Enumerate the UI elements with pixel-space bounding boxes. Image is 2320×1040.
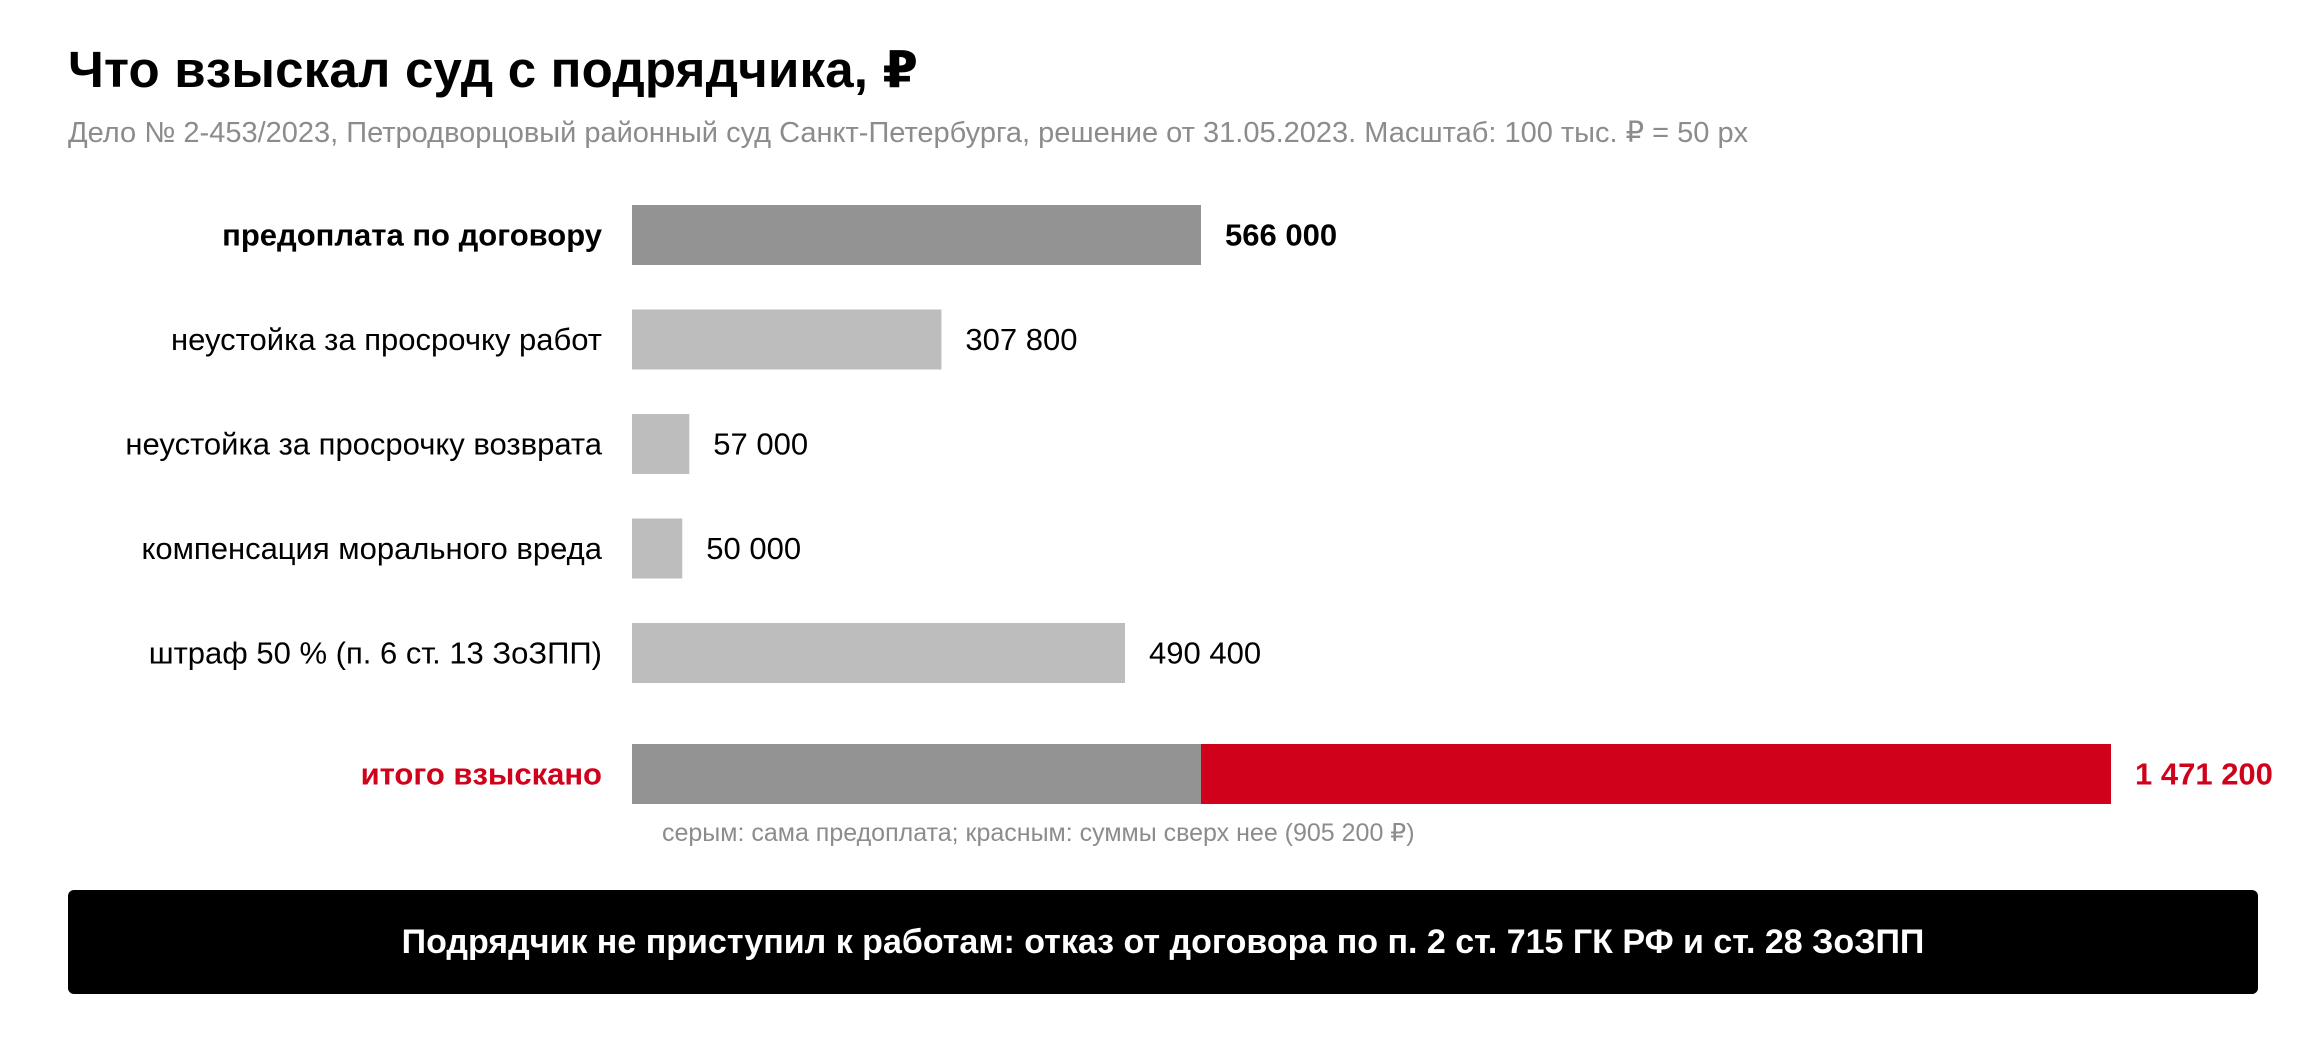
- value-label: 50 000: [706, 531, 801, 566]
- total-bar-extra-segment: [1201, 744, 2111, 804]
- summary-banner-text: Подрядчик не приступил к работам: отказ …: [401, 922, 1925, 961]
- bar: [632, 414, 690, 474]
- value-label: 307 800: [965, 322, 1077, 357]
- value-label: 566 000: [1225, 218, 1337, 253]
- category-label: штраф 50 % (п. 6 ст. 13 ЗоЗПП): [149, 636, 602, 671]
- bar: [632, 623, 1125, 683]
- chart-subtitle: Дело № 2-453/2023, Петродворцовый районн…: [68, 117, 1749, 149]
- category-label: неустойка за просрочку работ: [171, 322, 602, 357]
- total-bar-prepayment-segment: [632, 744, 1202, 804]
- bar: [632, 518, 683, 579]
- bar-chart: предоплата по договору 566 000 неустойка з…: [125, 205, 2273, 804]
- total-label: итого взыскано: [361, 757, 602, 792]
- value-label: 57 000: [713, 427, 808, 462]
- summary-banner: Подрядчик не приступил к работам: отказ …: [68, 890, 2258, 994]
- category-label: компенсация морального вреда: [141, 531, 602, 566]
- chart-note: серым: сама предоплата; красным: суммы с…: [662, 819, 1415, 847]
- category-label: предоплата по договору: [222, 218, 603, 253]
- bar: [632, 205, 1202, 265]
- total-value-label: 1 471 200: [2135, 757, 2273, 792]
- bar: [632, 309, 942, 370]
- chart-title: Что взыскал суд с подрядчика, ₽: [68, 41, 919, 98]
- category-label: неустойка за просрочку возврата: [125, 427, 602, 462]
- value-label: 490 400: [1149, 636, 1261, 671]
